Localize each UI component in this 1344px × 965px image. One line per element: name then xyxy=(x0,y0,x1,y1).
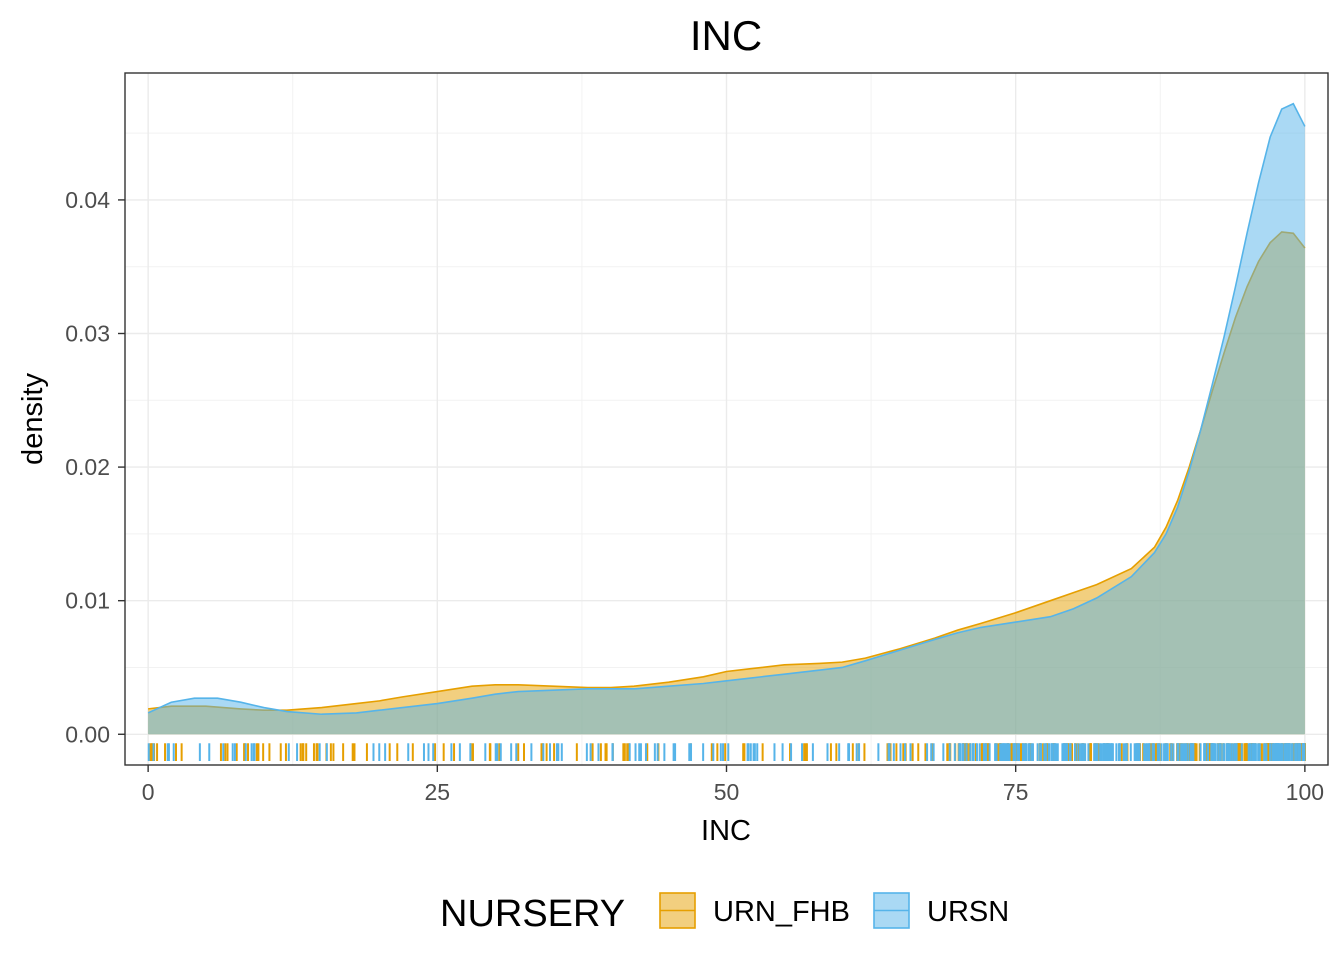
axis-layer: 0 25 50 75 100 0.00 0.01 0.02 0.03 0.04 xyxy=(65,187,1324,805)
x-tick-label: 75 xyxy=(1003,779,1029,805)
x-tick-label: 100 xyxy=(1286,779,1324,805)
y-tick-label: 0.00 xyxy=(65,721,110,747)
y-axis-label: density xyxy=(17,373,49,465)
density-line-ursn xyxy=(147,102,1306,716)
x-axis-label: INC xyxy=(701,815,751,847)
chart-title: INC xyxy=(690,12,762,59)
area-layer xyxy=(147,102,1306,735)
density-area-ursn xyxy=(148,103,1305,735)
x-tick-label: 25 xyxy=(425,779,451,805)
y-tick-label: 0.03 xyxy=(65,321,110,347)
x-tick-label: 50 xyxy=(714,779,740,805)
y-tick-label: 0.02 xyxy=(65,454,110,480)
legend-label-ursn: URSN xyxy=(927,896,1009,928)
x-tick-label: 0 xyxy=(142,779,155,805)
legend-title: NURSERY xyxy=(440,893,625,935)
legend-label-urn_fhb: URN_FHB xyxy=(713,896,850,928)
rug-layer xyxy=(147,743,1306,761)
y-tick-label: 0.04 xyxy=(65,187,110,213)
y-tick-label: 0.01 xyxy=(65,588,110,614)
legend: NURSERY URN_FHB URSN xyxy=(440,892,1009,935)
